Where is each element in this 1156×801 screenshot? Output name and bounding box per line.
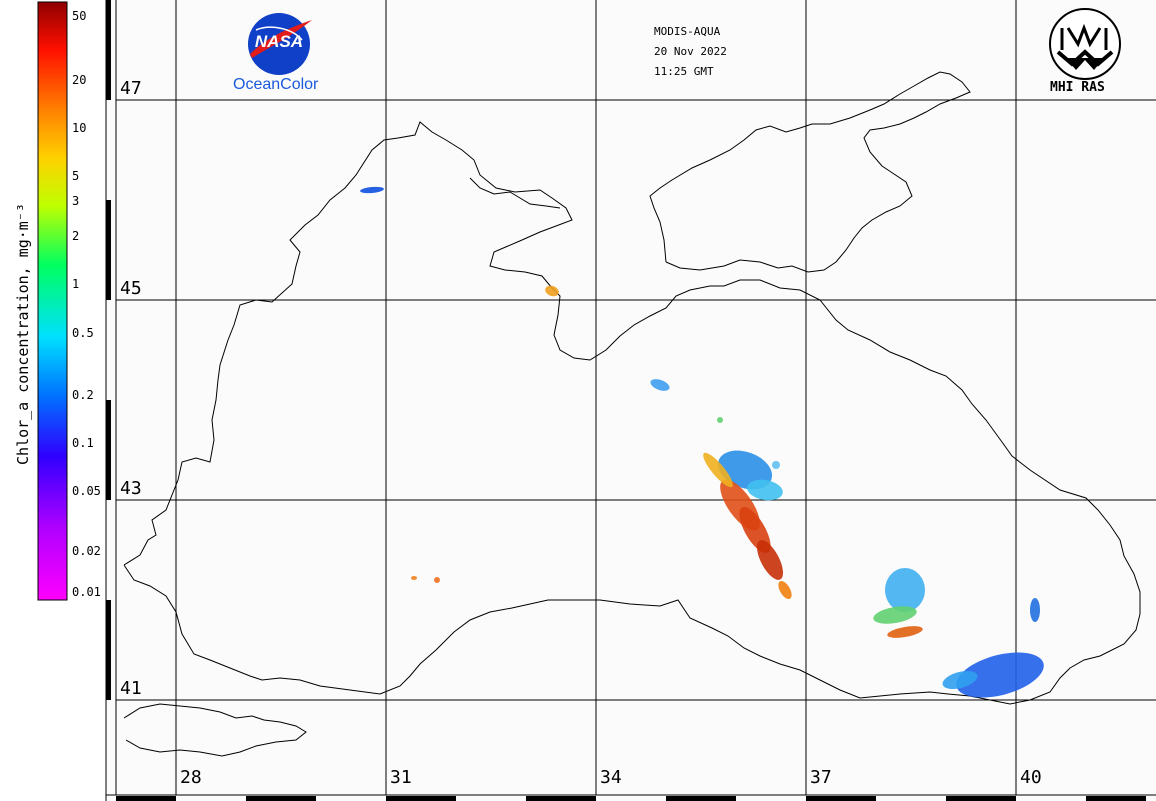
nasa-logo	[248, 13, 312, 75]
colorbar-tick: 0.1	[72, 436, 94, 450]
black-sea-coast	[123, 121, 1141, 705]
colorbar-tick: 0.05	[72, 484, 101, 498]
sensor-label: MODIS-AQUA	[654, 25, 721, 38]
colorbar-tick: 1	[72, 277, 80, 291]
chlorophyll-patch	[772, 461, 780, 469]
nasa-orbit	[255, 26, 303, 41]
lat-scale-bar	[105, 0, 111, 801]
chlorophyll-patch	[1030, 598, 1040, 622]
oceancolor-label: OceanColor	[233, 76, 319, 93]
latitude-label: 47	[120, 78, 142, 99]
colorbar-tick: 50	[72, 9, 87, 23]
chlorophyll-patch	[360, 186, 384, 194]
colorbar-tick: 20	[72, 73, 87, 87]
longitude-label: 37	[810, 767, 832, 788]
colorbar-tick: 0.2	[72, 388, 94, 402]
longitude-label: 28	[180, 767, 202, 788]
chlorophyll-patch	[703, 452, 733, 488]
chlorophyll-patch	[873, 606, 917, 624]
chlorophyll-patch	[747, 479, 783, 501]
longitude-label: 34	[600, 767, 622, 788]
longitude-label: 40	[1020, 767, 1042, 788]
time-label: 11:25 GMT	[654, 65, 714, 78]
chlorophyll-patch	[545, 285, 559, 297]
chlorophyll-patch	[717, 417, 723, 423]
colorbar	[37, 1, 68, 601]
chlorophyll-patch	[887, 626, 923, 638]
date-label: 20 Nov 2022	[654, 45, 727, 58]
longitude-label: 31	[390, 767, 412, 788]
colorbar-tick: 3	[72, 194, 80, 208]
chlorophyll-patch	[756, 540, 784, 580]
crimea-west-coast	[469, 177, 561, 209]
colorbar-tick: 5	[72, 169, 80, 183]
chlorophyll-patch	[717, 450, 773, 490]
nasa-badge-text: NASA	[254, 32, 304, 51]
mhi-ras-label: MHI RAS	[1050, 80, 1105, 95]
latitude-label: 41	[120, 678, 142, 699]
mhi-ras-logo	[1049, 8, 1121, 80]
nasa-swoosh	[250, 20, 312, 58]
chlorophyll-patch	[942, 670, 978, 690]
chlorophyll-patch	[956, 652, 1044, 698]
colorbar-tick: 0.01	[72, 585, 101, 599]
colorbar-title: Chlor_a concentration, mg·m⁻³	[14, 203, 32, 465]
chlorophyll-patch	[411, 576, 417, 580]
chlorophyll-patch	[434, 577, 440, 583]
bosphorus-coast	[123, 703, 307, 757]
colorbar-tick: 10	[72, 121, 87, 135]
graticule	[115, 0, 1156, 795]
chlorophyll-patch	[650, 379, 670, 391]
chlorophyll-patch	[885, 568, 925, 612]
latitude-label: 43	[120, 478, 142, 499]
chlorophyll-patch	[778, 580, 792, 600]
chlorophyll-observations	[360, 186, 1044, 698]
azov-sea-coast	[649, 71, 971, 273]
coastline	[123, 71, 1141, 757]
colorbar-tick: 2	[72, 229, 80, 243]
colorbar-tick: 0.02	[72, 544, 101, 558]
lon-scale-bar	[106, 794, 1156, 801]
latitude-label: 45	[120, 278, 142, 299]
colorbar-tick: 0.5	[72, 326, 94, 340]
